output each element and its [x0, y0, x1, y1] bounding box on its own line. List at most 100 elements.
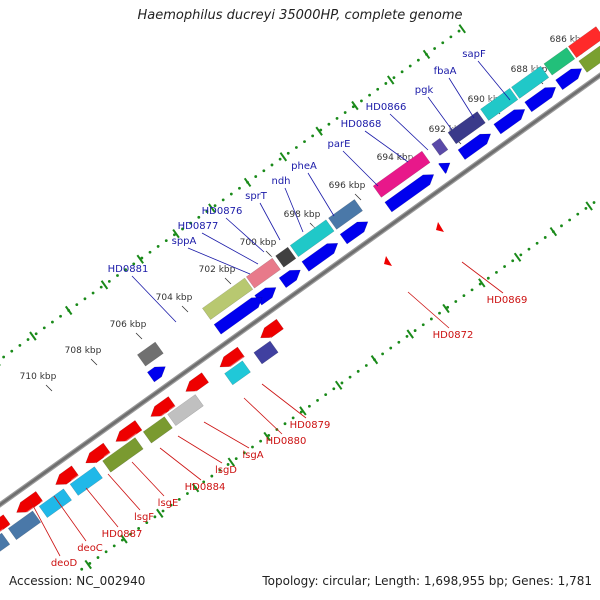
forward-gene-leader — [284, 187, 304, 233]
forward-gene-block-highlight — [328, 194, 356, 219]
reverse-gene-arrow — [16, 491, 44, 513]
forward-scale-track-dot — [189, 221, 193, 225]
reverse-scale-track-dot — [161, 509, 165, 513]
forward-scale-track-dot — [376, 87, 380, 91]
forward-gene-arrow — [339, 221, 369, 245]
reverse-scale-track-dot — [446, 305, 450, 309]
reverse-gene-label: HD0887 — [102, 529, 143, 540]
forward-scale-track-dot — [360, 99, 363, 103]
reverse-scale-track-dot — [340, 381, 344, 385]
scale-tick — [315, 126, 323, 136]
forward-scale-track-dot — [221, 198, 225, 202]
forward-scale-track-dot — [156, 245, 160, 248]
forward-gene-arrow — [524, 86, 557, 113]
reverse-scale-track-dot — [478, 282, 482, 286]
scale-tick — [29, 331, 37, 341]
forward-gene-leader — [477, 60, 511, 101]
reverse-scale-track-dot — [242, 451, 246, 455]
reverse-gene-label: lsgF — [134, 512, 154, 523]
scale-label: 696 kbp — [329, 181, 366, 191]
forward-gene-arrow — [278, 269, 301, 289]
forward-scale-track-dot — [335, 116, 339, 120]
forward-gene-block — [567, 26, 600, 59]
scale-tick — [585, 201, 593, 211]
reverse-scale-track-dot — [511, 259, 515, 263]
reverse-gene-block-highlight — [224, 355, 244, 374]
reverse-marker — [436, 222, 444, 232]
forward-scale-track-dot — [278, 157, 282, 161]
reverse-gene-leader — [159, 447, 202, 481]
forward-scale-track-dot — [457, 29, 461, 33]
forward-gene-leader — [201, 232, 259, 265]
forward-gene-label: sprT — [245, 191, 268, 202]
scale-tick — [208, 203, 216, 213]
scale-leader — [354, 193, 362, 201]
reverse-scale-track-dot — [324, 393, 328, 396]
reverse-scale-track-dot — [226, 463, 230, 466]
scale-tick — [458, 24, 466, 34]
reverse-marker — [384, 256, 392, 266]
scale-label: 692 kbp — [429, 125, 466, 135]
scale-label: 702 kbp — [199, 265, 236, 275]
forward-gene-leader — [131, 275, 177, 323]
forward-gene-block — [511, 65, 550, 99]
reverse-scale-track-dot — [413, 329, 417, 332]
reverse-scale-track-dot — [429, 317, 433, 321]
forward-scale-track-dot — [433, 47, 437, 50]
accession-text: Accession: NC_002940 — [9, 574, 146, 588]
reverse-scale-track-dot — [527, 247, 531, 251]
scale-tick — [156, 508, 164, 518]
forward-gene-label: ndh — [271, 176, 290, 187]
forward-scale-track-dot — [286, 151, 290, 155]
reverse-gene-block-highlight — [102, 432, 137, 461]
scale-tick — [351, 100, 359, 111]
forward-scale-track-dot — [270, 163, 274, 167]
scale-tick — [64, 305, 73, 316]
scale-tick — [370, 355, 379, 365]
forward-gene-arrow — [555, 68, 583, 91]
reverse-gene-label: HD0872 — [433, 330, 474, 341]
scale-tick — [442, 303, 450, 314]
reverse-scale-track-dot — [503, 265, 506, 268]
reverse-scale-track-dot — [210, 474, 214, 478]
forward-gene-block — [431, 137, 449, 156]
forward-scale-track-dot — [368, 93, 371, 97]
forward-gene-block-highlight — [137, 337, 157, 355]
reverse-gene-block-highlight — [167, 389, 197, 415]
forward-gene-block — [543, 47, 576, 76]
reverse-scale-track-dot — [283, 422, 287, 426]
forward-scale-track-dot — [294, 146, 298, 149]
forward-scale-track-dot — [59, 314, 62, 318]
reverse-gene-block — [102, 437, 144, 473]
reverse-scale-track-dot — [234, 457, 238, 461]
forward-gene-block-highlight — [511, 61, 543, 88]
scale-label: 708 kbp — [65, 346, 102, 356]
forward-scale-track-dot — [26, 338, 30, 341]
forward-gene-block — [328, 199, 363, 230]
forward-scale-track-dot — [51, 320, 54, 324]
reverse-gene-arrow — [55, 465, 79, 485]
scale-tick — [191, 483, 200, 493]
reverse-gene-label: HD0869 — [487, 295, 528, 306]
forward-gene-label: sapF — [462, 49, 486, 60]
reverse-gene-label: HD0879 — [290, 420, 331, 431]
reverse-gene-arrow — [260, 318, 284, 339]
forward-scale-track-dot — [229, 192, 233, 196]
forward-gene-leader — [342, 150, 379, 187]
reverse-scale-track-dot — [389, 346, 393, 350]
reverse-scale-track-dot — [145, 521, 149, 525]
reverse-scale-track-dot — [438, 311, 441, 315]
forward-gene-block — [136, 341, 164, 367]
reverse-gene-leader — [407, 291, 450, 329]
forward-scale-track-dot — [319, 128, 323, 132]
forward-scale-track-dot — [205, 210, 209, 213]
forward-scale-track-dot — [392, 76, 396, 80]
forward-gene-leader — [448, 77, 475, 119]
reverse-gene-block — [167, 394, 204, 427]
reverse-scale-track-dot — [405, 335, 409, 338]
reverse-scale-track-dot — [80, 567, 84, 571]
scale-label: 700 kbp — [240, 238, 277, 248]
reverse-gene-arrow — [185, 372, 210, 392]
reverse-gene-block-highlight — [143, 411, 166, 432]
